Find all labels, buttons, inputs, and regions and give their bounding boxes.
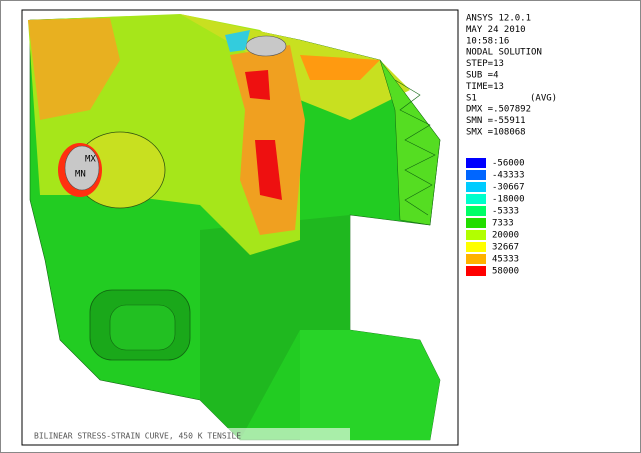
- info-line: NODAL SOLUTION: [466, 48, 542, 58]
- hole: [246, 36, 286, 56]
- info-line: MAY 24 2010: [466, 25, 526, 35]
- info-line: STEP=13: [466, 59, 504, 69]
- info-line: 10:58:16: [466, 36, 509, 46]
- screenshot: MX MN BILINEAR STRESS-STRAIN CURVE, 450 …: [0, 0, 641, 453]
- legend-swatch: [466, 158, 486, 168]
- info-line: TIME=13: [466, 82, 504, 92]
- page: MX MN BILINEAR STRESS-STRAIN CURVE, 450 …: [0, 0, 641, 453]
- legend-value: 45333: [492, 255, 519, 265]
- legend-swatch: [466, 206, 486, 216]
- stat-line: SMN =-55911: [466, 116, 526, 126]
- legend-swatch: [466, 254, 486, 264]
- footer: BILINEAR STRESS-STRAIN CURVE, 450 K TENS…: [34, 432, 241, 441]
- legend-value: -30667: [492, 183, 525, 193]
- legend-swatch: [466, 242, 486, 252]
- legend-swatch: [466, 266, 486, 276]
- max-label: MX: [85, 155, 96, 165]
- quantity: S1: [466, 93, 477, 103]
- legend-value: 32667: [492, 243, 519, 253]
- legend-value: -5333: [492, 207, 519, 217]
- legend-value: 20000: [492, 231, 519, 241]
- info-line: SUB =4: [466, 71, 499, 81]
- legend-value: 7333: [492, 219, 514, 229]
- legend-swatch: [466, 182, 486, 192]
- min-label: MN: [75, 170, 86, 180]
- legend-swatch: [466, 230, 486, 240]
- window: [110, 305, 175, 350]
- legend-swatch: [466, 170, 486, 180]
- legend-value: -43333: [492, 171, 525, 181]
- info-line: ANSYS 12.0.1: [466, 14, 531, 24]
- legend-value: 58000: [492, 267, 519, 277]
- legend-value: -18000: [492, 195, 525, 205]
- legend-value: -56000: [492, 159, 525, 169]
- averaging: (AVG): [530, 93, 557, 103]
- stat-line: DMX =.507892: [466, 105, 531, 115]
- legend-swatch: [466, 218, 486, 228]
- stat-line: SMX =108068: [466, 128, 526, 138]
- legend-swatch: [466, 194, 486, 204]
- body-face: [300, 330, 440, 440]
- hole: [65, 146, 99, 190]
